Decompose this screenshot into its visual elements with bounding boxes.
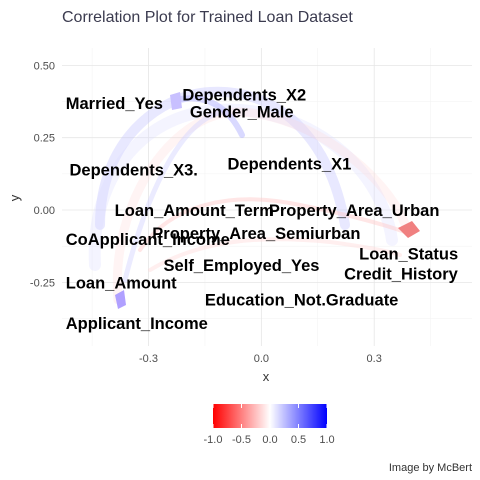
- variable-label: Property_Area_Semiurban: [152, 225, 360, 243]
- correlation-edge: [398, 221, 420, 238]
- y-tick-label: -0.25: [30, 277, 55, 289]
- caption: Image by McBert: [389, 462, 472, 474]
- legend-tick-label: -0.5: [232, 434, 251, 446]
- correlation-edge: [112, 107, 413, 305]
- x-tick-label: 0.0: [254, 353, 269, 365]
- variable-label: Loan_Status: [359, 245, 458, 263]
- variable-label: Dependents_X3.: [70, 162, 198, 180]
- correlation-edge: [115, 290, 126, 309]
- variable-labels: Dependents_X2 Married_Yes Gender_Male Depen…: [66, 86, 459, 333]
- legend-ticks: -1.0 -0.5 0.0 0.5 1.0: [204, 404, 335, 446]
- x-axis-ticks: -0.3 0.0 0.3: [139, 353, 382, 365]
- y-tick-label: 0.00: [34, 205, 55, 217]
- variable-label: Credit_History: [344, 266, 459, 284]
- correlation-edge: [122, 109, 225, 283]
- legend-tick-label: -1.0: [204, 434, 223, 446]
- x-axis-title: x: [263, 369, 270, 384]
- chart-title: Correlation Plot for Trained Loan Datase…: [62, 9, 353, 26]
- correlation-edge: [138, 197, 407, 252]
- variable-label: Dependents_X2: [182, 86, 306, 104]
- y-axis-ticks: 0.50 0.25 0.00 -0.25: [30, 60, 55, 289]
- variable-label: Loan_Amount: [66, 274, 177, 292]
- correlation-edges: [88, 86, 420, 309]
- grid: [62, 48, 472, 346]
- y-axis-title: y: [7, 194, 22, 201]
- variable-label: Education_Not.Graduate: [205, 292, 398, 310]
- legend-tick-label: 0.5: [291, 434, 306, 446]
- correlation-edge: [95, 86, 350, 230]
- variable-label: Married_Yes: [66, 95, 163, 113]
- correlation-edge: [172, 95, 245, 138]
- legend-tick-label: 1.0: [319, 434, 334, 446]
- x-tick-label: 0.3: [367, 353, 382, 365]
- variable-label: Applicant_Income: [66, 315, 208, 333]
- y-tick-label: 0.50: [34, 60, 55, 72]
- x-tick-label: -0.3: [139, 353, 158, 365]
- variable-label: Self_Employed_Yes: [164, 257, 320, 275]
- correlation-edge: [170, 92, 182, 110]
- variable-label: Loan_Amount_Term: [115, 202, 274, 220]
- variable-label: Gender_Male: [190, 104, 294, 122]
- y-tick-label: 0.25: [34, 133, 55, 145]
- legend-tick-label: 0.0: [262, 434, 277, 446]
- color-legend: -1.0 -0.5 0.0 0.5 1.0: [204, 404, 335, 446]
- variable-label: Property_Area_Urban: [269, 202, 440, 220]
- correlation-edge: [148, 237, 402, 272]
- variable-label: CoApplicant_Income: [66, 231, 230, 249]
- variable-label: Dependents_X1: [228, 156, 352, 174]
